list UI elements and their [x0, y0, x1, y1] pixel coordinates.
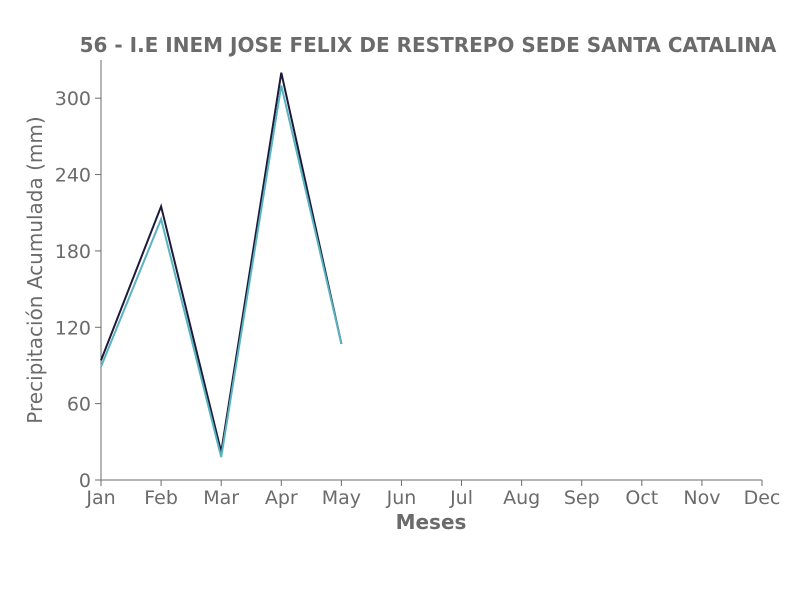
y-axis-label: Precipitación Acumulada (mm): [23, 116, 47, 423]
series-line-1: [100, 72, 343, 453]
x-tick-label: Jan: [85, 487, 115, 509]
y-ticks: 0 60 120 180 240 300: [55, 88, 101, 492]
series-lines: [100, 72, 343, 458]
x-tick-label: Oct: [625, 487, 658, 509]
chart-title: 56 - I.E INEM JOSE FELIX DE RESTREPO SED…: [80, 33, 777, 57]
x-tick-label: Dec: [744, 487, 781, 509]
axes: [100, 60, 762, 481]
x-tick-label: Nov: [683, 487, 720, 509]
y-tick-label: 300: [55, 88, 91, 110]
y-tick-label: 180: [55, 241, 91, 263]
x-tick-label: Jun: [386, 487, 417, 509]
x-ticks: Jan Feb Mar Apr May Jun Jul Aug Sep Oct Nov Dec: [85, 480, 780, 509]
x-tick-label: Jul: [449, 487, 473, 509]
y-tick-label: 60: [67, 394, 91, 416]
x-tick-label: Feb: [144, 487, 178, 509]
x-axis-label: Meses: [396, 510, 467, 534]
x-tick-label: Sep: [564, 487, 600, 509]
y-tick-label: 0: [79, 470, 91, 492]
x-tick-label: Apr: [265, 487, 298, 509]
y-tick-label: 240: [55, 165, 91, 187]
x-tick-label: May: [322, 487, 361, 509]
series-line-2: [100, 85, 343, 458]
x-tick-label: Mar: [203, 487, 239, 509]
y-tick-label: 120: [55, 317, 91, 339]
x-tick-label: Aug: [503, 487, 540, 509]
